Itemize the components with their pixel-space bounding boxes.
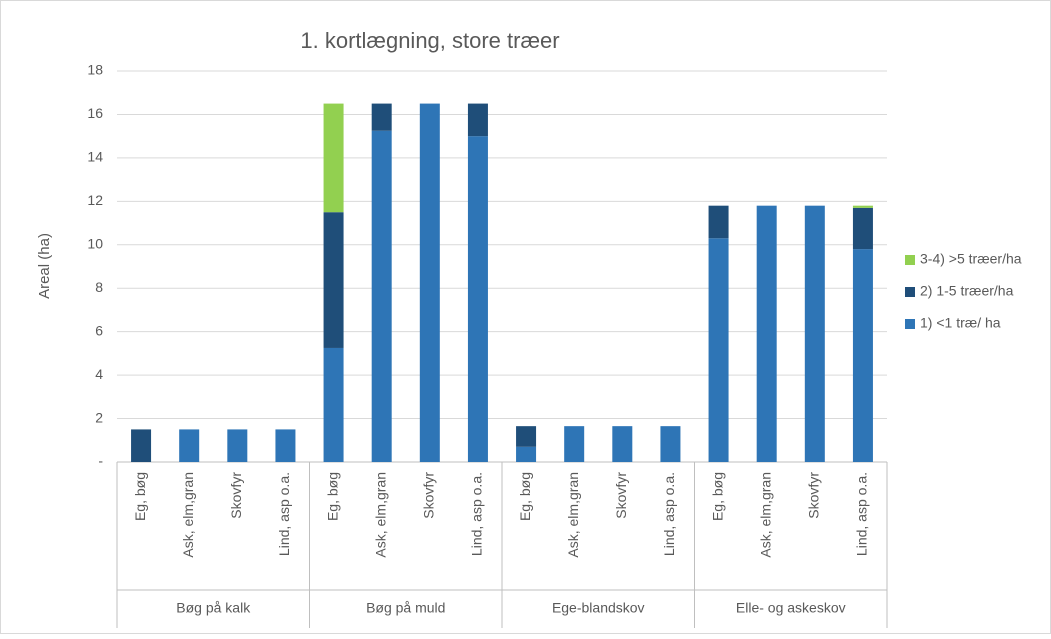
y-tick-label: 12	[87, 192, 103, 208]
bar-segment	[275, 429, 296, 462]
y-tick-label: -	[98, 453, 103, 469]
y-tick-label: 14	[87, 149, 103, 165]
bar-segment	[564, 426, 585, 462]
legend-label: 2) 1-5 træer/ha	[920, 283, 1014, 299]
bar-segment	[660, 426, 681, 462]
group-label: Elle- og askeskov	[736, 600, 846, 616]
x-tick-label: Eg, bøg	[324, 472, 340, 521]
x-tick-label: Lind, asp o.a.	[661, 472, 677, 556]
chart-title: 1. kortlægning, store træer	[300, 28, 559, 53]
x-tick-label: Lind, asp o.a.	[469, 472, 485, 556]
bar-segment	[852, 205, 873, 208]
y-tick-label: 2	[95, 409, 103, 425]
bar-segment	[371, 103, 392, 131]
bar-segment	[467, 136, 488, 462]
group-label: Bøg på kalk	[176, 600, 251, 616]
x-tick-label: Skovfyr	[228, 472, 244, 519]
x-tick-label: Skovfyr	[613, 472, 629, 519]
x-tick-label: Eg, bøg	[709, 472, 725, 521]
x-tick-label: Lind, asp o.a.	[276, 472, 292, 556]
bar-segment	[612, 426, 633, 462]
x-tick-label: Ask, elm,gran	[372, 472, 388, 558]
legend-label: 1) <1 træ/ ha	[920, 315, 1001, 331]
x-tick-label: Ask, elm,gran	[180, 472, 196, 558]
legend-swatch	[905, 287, 915, 297]
bar-segment	[179, 429, 200, 462]
y-tick-label: 16	[87, 105, 103, 121]
legend-swatch	[905, 255, 915, 265]
y-tick-label: 6	[95, 322, 103, 338]
bar-segment	[516, 426, 537, 447]
bar-segment	[708, 238, 729, 462]
bar-segment	[323, 212, 344, 348]
bar-segment	[323, 347, 344, 462]
bar-segment	[708, 205, 729, 239]
x-tick-label: Eg, bøg	[132, 472, 148, 521]
bar-segment	[467, 103, 488, 137]
bar-segment	[419, 103, 440, 462]
group-label: Bøg på muld	[366, 600, 445, 616]
y-tick-label: 4	[95, 366, 103, 382]
x-tick-label: Skovfyr	[806, 472, 822, 519]
bar-segment	[516, 446, 537, 462]
legend-label: 3-4) >5 træer/ha	[920, 251, 1022, 267]
bar-segment	[323, 103, 344, 213]
bar-segment	[227, 429, 248, 462]
bar-segment	[852, 249, 873, 462]
x-tick-label: Ask, elm,gran	[565, 472, 581, 558]
bar-segment	[804, 205, 825, 462]
y-tick-label: 10	[87, 235, 103, 251]
x-tick-label: Eg, bøg	[517, 472, 533, 521]
bar-segment	[131, 429, 152, 462]
bar-segment	[371, 130, 392, 462]
legend-swatch	[905, 319, 915, 329]
bar-segment	[756, 205, 777, 462]
group-label: Ege-blandskov	[552, 600, 645, 616]
x-tick-label: Skovfyr	[421, 472, 437, 519]
bar-segment	[852, 207, 873, 250]
y-tick-label: 8	[95, 279, 103, 295]
y-tick-label: 18	[87, 62, 103, 78]
x-tick-label: Ask, elm,gran	[757, 472, 773, 558]
x-tick-label: Lind, asp o.a.	[854, 472, 870, 556]
y-axis-label: Areal (ha)	[36, 233, 53, 299]
